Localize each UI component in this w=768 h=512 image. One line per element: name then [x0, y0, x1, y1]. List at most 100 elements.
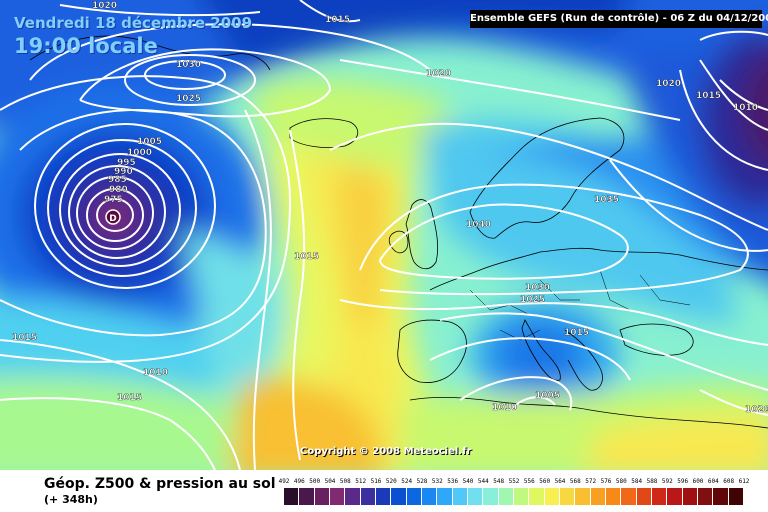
low-center-label: D	[109, 214, 116, 224]
isobar-label: 1035	[594, 195, 619, 205]
legend-swatch	[498, 488, 514, 505]
isobar-label: 1015	[696, 91, 721, 101]
legend-tick-label: 572	[585, 478, 597, 485]
isobar-label: 1015	[564, 328, 589, 338]
legend-tick-label: 612	[738, 478, 750, 485]
legend-swatch	[345, 488, 361, 505]
isobar-label: 1025	[176, 94, 201, 104]
isobar-lines	[0, 0, 768, 470]
forecast-range: (+ 348h)	[44, 493, 98, 506]
legend-swatch	[529, 488, 545, 505]
legend-tick-label: 512	[355, 478, 367, 485]
map-title: Géop. Z500 & pression au sol	[44, 476, 276, 492]
legend-swatch	[621, 488, 637, 505]
coast-iberia	[397, 319, 467, 383]
isobar-label: 1020	[745, 405, 768, 415]
legend-swatch	[544, 488, 560, 505]
legend-tick-label: 492	[278, 478, 290, 485]
legend-swatch	[483, 488, 499, 505]
coast-continent-north	[429, 247, 768, 291]
isobar-label: 1015	[12, 333, 37, 343]
coastlines	[29, 35, 768, 429]
isobar-label: 1010	[143, 368, 168, 378]
color-scale-legend: 492 496 500 504 508 512 516 520 524 528 532 536 540 5…	[279, 478, 749, 510]
isobar-label: 1005	[137, 137, 162, 147]
isobar-label: 1020	[656, 79, 681, 89]
isobar-label: 1030	[525, 283, 550, 293]
legend-tick-label: 596	[677, 478, 689, 485]
coast-britain	[405, 199, 439, 270]
coast-black-sea	[619, 323, 694, 356]
legend-swatch	[314, 488, 330, 505]
isobar-label: 980	[109, 185, 128, 195]
legend-tick-label: 556	[523, 478, 535, 485]
legend-swatch	[284, 488, 300, 505]
isobar-label: 1015	[325, 15, 350, 25]
legend-swatch	[575, 488, 591, 505]
legend-tick-label: 544	[477, 478, 489, 485]
isobar-label: 1015	[294, 252, 319, 262]
legend-tick-label: 564	[554, 478, 566, 485]
coast-greenland	[29, 35, 271, 71]
coast-north-africa	[409, 396, 768, 429]
legend-tick-label: 504	[324, 478, 336, 485]
forecast-date: Vendredi 18 décembre 2009	[14, 14, 253, 32]
legend-tick-label: 520	[385, 478, 397, 485]
legend-tick-label: 524	[401, 478, 413, 485]
legend-swatch	[391, 488, 407, 505]
legend-tick-label: 496	[293, 478, 305, 485]
coast-ireland	[388, 230, 409, 254]
copyright-notice: Copyright © 2008 Meteociel.fr	[300, 446, 472, 457]
geopotential-map: 1020 1015 1030 1025 1020 1005 1000 995 9…	[0, 0, 768, 470]
legend-swatch	[468, 488, 484, 505]
isobar-label: 1020	[426, 69, 451, 79]
isobar-label: 1010	[492, 403, 517, 413]
legend-swatch	[590, 488, 606, 505]
legend-tick-label: 592	[661, 478, 673, 485]
isobar-labels: 1020 1015 1030 1025 1020 1005 1000 995 9…	[12, 1, 768, 415]
legend-tick-label: 588	[646, 478, 658, 485]
legend-tick-label: 560	[539, 478, 551, 485]
legend-tick-label: 528	[416, 478, 428, 485]
legend-swatch	[636, 488, 652, 505]
legend-tick-label: 500	[309, 478, 321, 485]
legend-tick-label: 576	[600, 478, 612, 485]
model-run-label: Ensemble GEFS (Run de contrôle) - 06 Z d…	[470, 10, 768, 28]
legend-tick-label: 508	[339, 478, 351, 485]
legend-tick-label: 608	[723, 478, 735, 485]
isobar-label: 1025	[520, 295, 545, 305]
legend-tick-label: 540	[462, 478, 474, 485]
coast-scandinavia	[469, 117, 625, 239]
legend-tick-label: 552	[508, 478, 520, 485]
legend-swatch	[606, 488, 622, 505]
forecast-time: 19:00 locale	[14, 34, 158, 58]
legend-swatch	[376, 488, 392, 505]
legend-tick-label: 536	[447, 478, 459, 485]
legend-swatch	[667, 488, 683, 505]
legend-swatch	[360, 488, 376, 505]
legend-swatch	[514, 488, 530, 505]
legend-swatch	[728, 488, 744, 505]
isobar-label: 975	[104, 195, 123, 205]
isobar-label: 985	[108, 175, 127, 185]
legend-swatch	[330, 488, 346, 505]
isobar-label: 1000	[127, 148, 152, 158]
isobar-label: 990	[114, 167, 133, 177]
isobar-label: 1015	[117, 393, 142, 403]
legend-tick-label: 548	[493, 478, 505, 485]
legend-swatch	[406, 488, 422, 505]
isobar-label: 1030	[176, 60, 201, 70]
legend-swatch	[682, 488, 698, 505]
coast-italy	[521, 319, 561, 381]
legend-tick-label: 584	[631, 478, 643, 485]
legend-swatch	[299, 488, 315, 505]
legend-tick-label: 604	[707, 478, 719, 485]
legend-swatch	[422, 488, 438, 505]
legend-swatch	[437, 488, 453, 505]
low-pressure-center: D	[105, 209, 121, 225]
legend-tick-label: 532	[431, 478, 443, 485]
legend-tick-label: 600	[692, 478, 704, 485]
isobar-label: 1020	[92, 1, 117, 11]
isobar-label: 1010	[733, 103, 758, 113]
